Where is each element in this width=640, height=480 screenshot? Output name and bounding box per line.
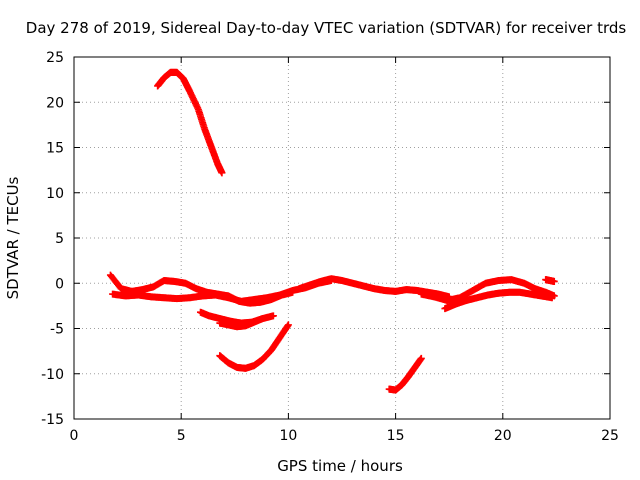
y-tick-label: -5 xyxy=(50,322,64,338)
x-tick-label: 0 xyxy=(70,428,79,444)
data-point xyxy=(284,321,292,329)
x-tick-label: 15 xyxy=(387,428,405,444)
grid xyxy=(74,57,610,419)
chart-title: Day 278 of 2019, Sidereal Day-to-day VTE… xyxy=(26,19,627,37)
data-point xyxy=(550,277,558,285)
series-band-b xyxy=(109,277,335,305)
data-point xyxy=(218,169,226,177)
y-tick-label: -15 xyxy=(41,412,64,428)
y-tick-label: 20 xyxy=(46,95,64,111)
y-tick-label: 15 xyxy=(46,141,64,157)
series-arc-high xyxy=(154,68,226,177)
data-point xyxy=(259,315,267,323)
series-mid-low-2 xyxy=(216,315,267,331)
y-tick-label: 25 xyxy=(46,50,64,66)
series-band-e xyxy=(441,288,556,313)
series-band-d xyxy=(417,276,558,304)
y-tick-label: -10 xyxy=(41,367,64,383)
y-tick-label: 10 xyxy=(46,186,64,202)
x-tick-label: 25 xyxy=(601,428,619,444)
x-tick-label: 10 xyxy=(279,428,297,444)
y-tick-label: 5 xyxy=(55,231,64,247)
data-point xyxy=(417,354,425,362)
x-tick-label: 20 xyxy=(494,428,512,444)
x-axis-label: GPS time / hours xyxy=(277,457,403,475)
series-low-right xyxy=(385,354,425,394)
x-tick-label: 5 xyxy=(177,428,186,444)
series-short-right xyxy=(542,276,558,285)
series-band-a xyxy=(106,271,297,307)
series-dip xyxy=(216,321,292,372)
axes: 0 5 10 15 20 25 -15 -10 -5 0 5 10 15 20 25 xyxy=(41,50,619,444)
data-points xyxy=(106,68,558,394)
y-tick-label: 0 xyxy=(55,276,64,292)
y-axis-label: SDTVAR / TECUs xyxy=(4,176,22,299)
data-point xyxy=(269,312,277,320)
data-point xyxy=(548,294,556,302)
